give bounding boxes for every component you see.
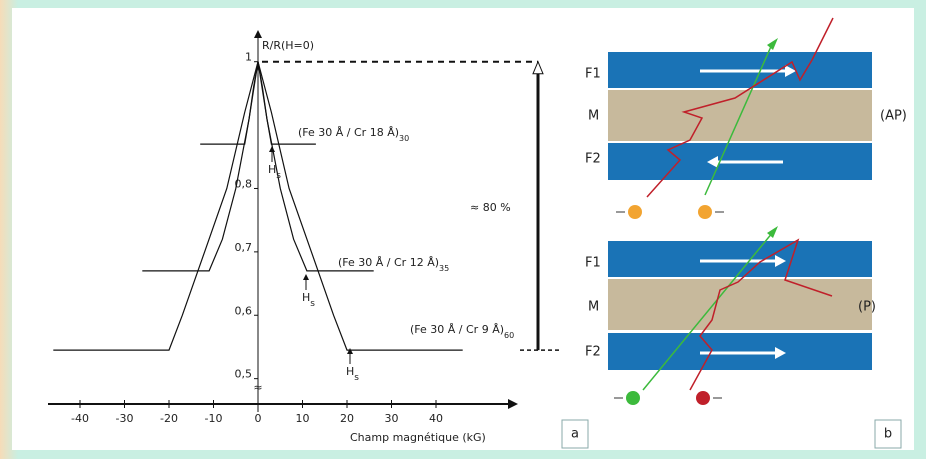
- layer-label: F1: [585, 67, 601, 82]
- config-label: (P): [858, 300, 876, 315]
- layer-label: M: [588, 300, 599, 315]
- annotation-text: H: [302, 291, 310, 304]
- config-label: (AP): [880, 109, 907, 124]
- series-label: (Fe 30 Å / Cr 12 Å)35: [338, 256, 449, 273]
- layer-label: F2: [585, 345, 601, 360]
- panel-tag: b: [884, 427, 892, 442]
- x-tick-label: -30: [116, 412, 134, 425]
- layer-label: M: [588, 109, 599, 124]
- annotation: ≈ 80 %: [470, 201, 511, 214]
- layer-label: F1: [585, 256, 601, 271]
- y-axis-label: R/R(H=0): [262, 39, 314, 52]
- range-arrow-head: [532, 60, 544, 75]
- stack-top: [608, 17, 872, 219]
- annotation-text: H: [346, 365, 354, 378]
- annotation: Hs: [268, 163, 281, 181]
- arrow-head: [269, 146, 275, 152]
- x-tick-label: -20: [160, 412, 178, 425]
- arrow-head: [347, 348, 353, 354]
- stack-bottom: [608, 226, 872, 405]
- series-subscript: 60: [504, 331, 514, 340]
- annotation-subscript: s: [276, 171, 281, 181]
- x-tick-label: 0: [255, 412, 262, 425]
- annotation: Hs: [302, 291, 315, 309]
- y-tick-label: 1: [245, 51, 252, 64]
- x-axis-arrow: [508, 399, 518, 409]
- tag-box: [561, 419, 589, 449]
- x-tick-label: 20: [340, 412, 354, 425]
- x-tick-label: 40: [429, 412, 443, 425]
- annotation-text: H: [268, 163, 276, 176]
- arrow-head: [303, 274, 309, 280]
- series-label: (Fe 30 Å / Cr 18 Å)30: [298, 126, 409, 143]
- annotation-subscript: s: [354, 373, 359, 383]
- y-tick-label: 0,7: [235, 241, 253, 254]
- x-axis-label: Champ magnétique (kG): [350, 431, 486, 444]
- x-tick-label: -40: [71, 412, 89, 425]
- y-tick-label: 0,5: [235, 368, 253, 381]
- curve: [53, 59, 463, 351]
- annotation: Hs: [346, 365, 359, 383]
- panel-tag: a: [571, 427, 579, 442]
- layer-label: F2: [585, 152, 601, 167]
- series-subscript: 35: [439, 264, 449, 273]
- x-tick-label: -10: [205, 412, 223, 425]
- series-label: (Fe 30 Å / Cr 9 Å)60: [410, 323, 514, 340]
- x-tick-label: 10: [296, 412, 310, 425]
- series-subscript: 30: [399, 134, 409, 143]
- y-axis-arrow: [254, 30, 262, 38]
- series-name: (Fe 30 Å / Cr 12 Å): [338, 256, 439, 269]
- y-tick-label: 0,8: [235, 177, 253, 190]
- annotation-subscript: s: [310, 299, 315, 309]
- y-tick-label: 0,6: [235, 304, 253, 317]
- x-tick-label: 30: [385, 412, 399, 425]
- series-name: (Fe 30 Å / Cr 9 Å): [410, 323, 504, 336]
- series-name: (Fe 30 Å / Cr 18 Å): [298, 126, 399, 139]
- tag-box: [874, 419, 902, 449]
- axis-break: ≈: [253, 381, 262, 394]
